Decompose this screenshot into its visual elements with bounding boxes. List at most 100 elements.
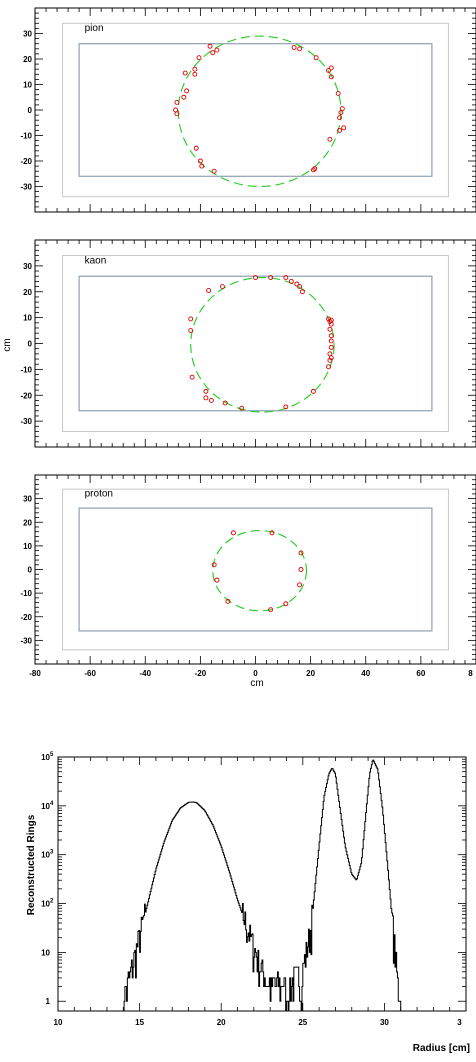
x-tick-label: 20 (306, 669, 315, 678)
hit-marker (294, 281, 300, 287)
y-tick-label: 20 (23, 55, 32, 64)
x-tick-label: 40 (361, 669, 370, 678)
hit-marker (313, 55, 319, 61)
hit-marker (199, 163, 205, 169)
hit-marker (326, 364, 331, 370)
hit-marker (327, 136, 333, 142)
hit-marker (297, 284, 303, 290)
hit-marker (327, 357, 333, 363)
hit-marker (174, 111, 180, 117)
panel-title: pion (85, 23, 104, 34)
panel-frame (34, 7, 476, 213)
hit-marker (207, 43, 213, 49)
radius-histogram-line (115, 759, 409, 1012)
hit-marker (225, 598, 231, 604)
y-tick-label: 30 (23, 262, 32, 271)
y-tick-label: 20 (23, 288, 32, 297)
y-tick-label: -10 (20, 132, 32, 141)
hit-marker (182, 70, 188, 76)
hit-marker (338, 110, 344, 116)
hit-marker (299, 289, 305, 295)
hit-marker (268, 275, 274, 280)
y-tick-label: -30 (20, 183, 32, 192)
hit-marker (337, 115, 343, 121)
y-tick-label: -10 (20, 589, 32, 598)
hit-marker (298, 550, 304, 556)
y-tick-label: 30 (23, 495, 32, 504)
y-tick-label: -20 (20, 613, 32, 622)
fitted-ring (190, 276, 335, 413)
x-tick-label: 25 (298, 1018, 307, 1027)
hit-marker (219, 284, 225, 290)
hit-marker (337, 127, 343, 133)
hit-marker (298, 567, 304, 572)
hit-marker (208, 397, 214, 403)
y-tick-exponent: 3 (50, 850, 54, 856)
hit-marker (327, 351, 333, 357)
hit-marker (188, 316, 194, 322)
inner-box (78, 507, 433, 632)
hit-marker (310, 388, 316, 394)
x-tick-label: 30 (380, 1018, 389, 1027)
hit-marker (310, 167, 316, 173)
hit-marker (283, 275, 289, 280)
x-axis-label: Radius [cm] (413, 1043, 470, 1054)
hit-marker (188, 328, 194, 334)
hit-marker (211, 562, 217, 568)
x-tick-label: 0 (253, 669, 258, 678)
x-tick-label: -20 (195, 669, 207, 678)
hit-marker (326, 68, 331, 73)
panel-frame (34, 474, 476, 665)
fitted-ring (212, 529, 308, 612)
hit-marker (327, 319, 333, 324)
hit-marker (297, 46, 303, 52)
hit-marker (239, 405, 245, 411)
y-tick-label: 10 (41, 802, 50, 811)
y-tick-label: 0 (28, 566, 33, 575)
hit-marker (328, 355, 334, 361)
hit-marker (222, 400, 228, 406)
y-tick-label: -20 (20, 157, 32, 166)
hit-marker (328, 344, 334, 350)
hit-marker (328, 338, 334, 344)
x-tick-label: 3 (457, 1018, 462, 1027)
hit-marker (328, 65, 334, 71)
x-tick-label: 60 (416, 669, 425, 678)
y-tick-label: 10 (41, 851, 50, 860)
y-tick-label: 1 (46, 997, 51, 1006)
y-axis-label: cm (2, 338, 13, 351)
outer-box (62, 22, 449, 198)
hit-marker (328, 321, 334, 327)
outer-box (62, 255, 449, 432)
hit-marker (174, 99, 180, 105)
x-tick-label: -80 (29, 669, 41, 678)
hit-marker (192, 66, 198, 72)
x-tick-label: 20 (217, 1018, 226, 1027)
hit-marker (181, 94, 187, 100)
panel-title: kaon (85, 255, 107, 266)
histogram-frame (57, 756, 467, 1012)
hit-marker (253, 275, 258, 280)
y-tick-label: -10 (20, 365, 32, 374)
hit-marker (335, 90, 341, 96)
hit-marker (203, 388, 209, 394)
y-tick-label: 30 (23, 30, 32, 39)
hit-marker (210, 50, 216, 56)
ring-panel-proton: 30 20 10 0 -10 -20 -30 proton (20, 474, 476, 665)
hit-marker (214, 577, 220, 583)
x-tick-label: 8 (468, 669, 473, 678)
hit-marker (197, 158, 203, 164)
panel-frame (34, 239, 476, 448)
y-tick-label: 10 (41, 753, 50, 762)
x-tick-label: 15 (135, 1018, 144, 1027)
y-tick-label: 10 (41, 900, 50, 909)
hit-marker (328, 333, 334, 339)
hit-marker (268, 607, 274, 613)
hit-marker (283, 404, 289, 410)
hit-marker (214, 47, 220, 53)
y-tick-label: -30 (20, 417, 32, 426)
hit-marker (184, 88, 190, 94)
